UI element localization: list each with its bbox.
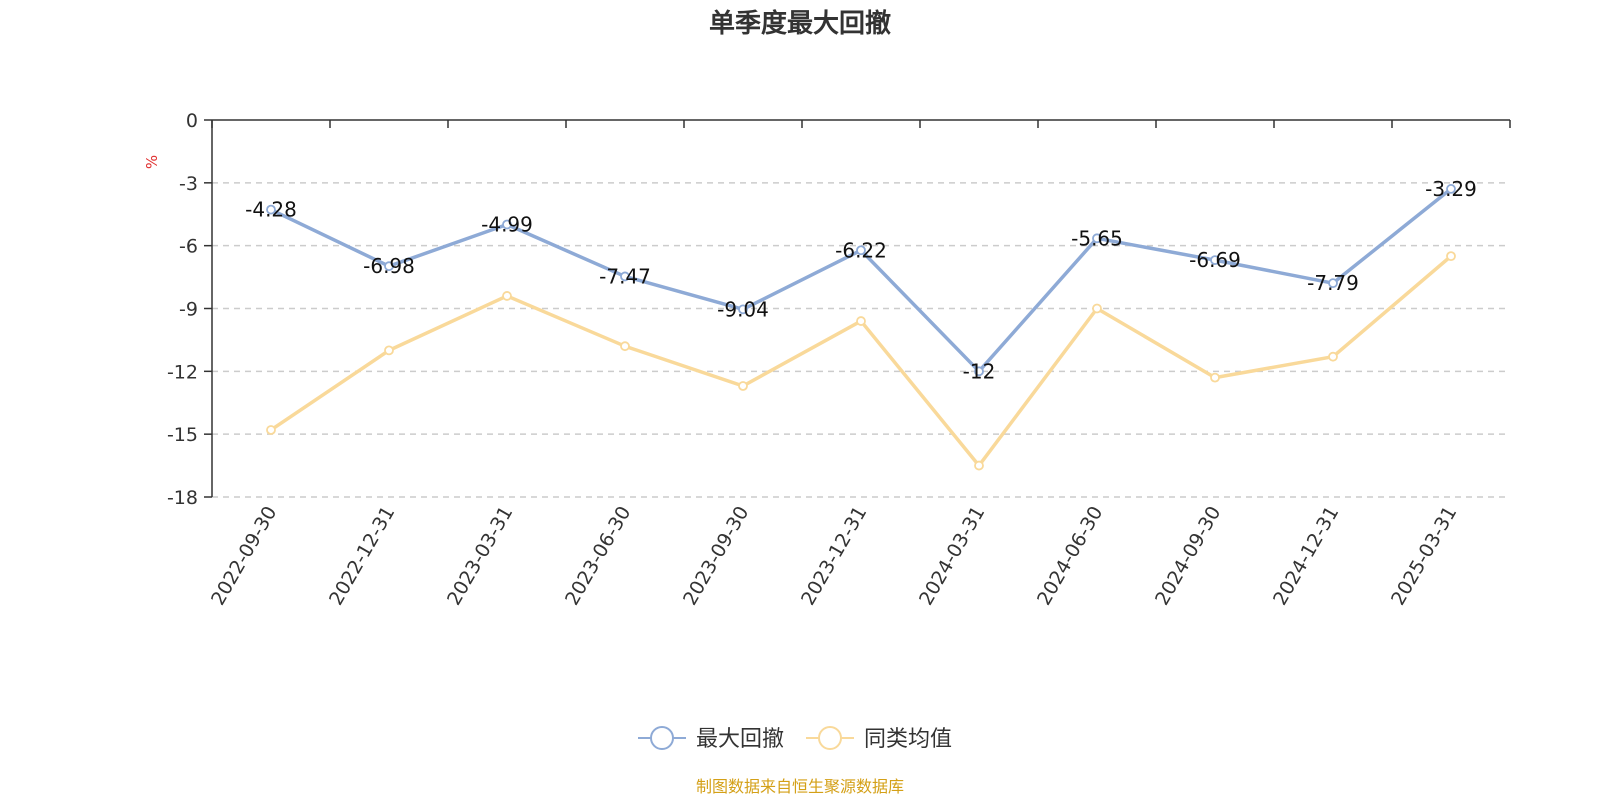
data-point [1092, 303, 1102, 314]
data-label: -4.28 [245, 198, 297, 222]
data-label: -3.29 [1425, 177, 1477, 201]
data-label: -7.79 [1307, 271, 1359, 295]
data-point [974, 366, 984, 377]
data-point [856, 245, 866, 256]
legend-label: 同类均值 [864, 727, 952, 752]
data-label: -9.04 [717, 297, 769, 321]
data-point [502, 291, 512, 301]
grid-lines [212, 182, 1510, 498]
legend[interactable]: 最大回撤 同类均值 [638, 726, 952, 752]
data-point [738, 381, 748, 391]
x-tick-label: 2025-03-31 [1387, 503, 1461, 610]
x-tick-label: 2024-03-31 [915, 503, 989, 610]
chart-title: 单季度最大回撤 [709, 8, 891, 39]
source-note: 制图数据来自恒生聚源数据库 [696, 777, 904, 796]
series-line [270, 187, 1453, 374]
data-point [384, 345, 394, 356]
data-point [1210, 372, 1220, 383]
data-point [856, 316, 866, 326]
x-tick-label: 2024-06-30 [1033, 503, 1107, 610]
data-point [502, 219, 512, 230]
y-tick-label: -6 [179, 236, 198, 258]
data-label: -6.69 [1189, 248, 1241, 272]
y-tick-label: -9 [179, 299, 198, 321]
x-tick-label: 2024-12-31 [1269, 503, 1343, 610]
legend-marker [818, 726, 842, 750]
data-label: -6.22 [835, 238, 887, 262]
data-labels: -4.28 -6.98 -4.99 -7.47 -9.04 -6.22 -12 -5.65 -6… [245, 177, 1477, 383]
data-point [266, 204, 276, 215]
x-tick-label: 2023-06-30 [561, 503, 635, 610]
x-tick-label: 2023-03-31 [443, 503, 517, 610]
data-point [1328, 278, 1338, 289]
y-tick-label: 0 [186, 110, 198, 132]
y-tick-label: -12 [167, 361, 198, 383]
legend-label: 最大回撤 [696, 727, 784, 752]
data-point [1328, 351, 1338, 362]
data-point [1092, 233, 1102, 244]
series-lines [266, 184, 1456, 471]
legend-marker [650, 726, 674, 750]
legend-item[interactable]: 最大回撤 [638, 726, 784, 752]
data-point [1446, 251, 1456, 262]
data-point [1210, 255, 1220, 266]
x-tick-label: 2022-12-31 [325, 503, 399, 610]
y-tick-label: -15 [167, 424, 198, 446]
data-point [974, 460, 984, 471]
data-point [1446, 184, 1456, 194]
data-label: -12 [963, 359, 996, 383]
legend-item[interactable]: 同类均值 [806, 726, 952, 752]
y-axis-unit-label: % [143, 155, 161, 169]
data-label: -6.98 [363, 254, 415, 278]
data-point [384, 261, 394, 272]
data-point [266, 425, 276, 435]
x-tick-label: 2023-12-31 [797, 503, 871, 610]
x-tick-label: 2023-09-30 [679, 503, 753, 610]
x-tick-label: 2022-09-30 [207, 503, 281, 610]
data-point [620, 271, 630, 282]
x-tick-label: 2024-09-30 [1151, 503, 1225, 610]
data-label: -5.65 [1071, 226, 1123, 250]
y-tick-label: -3 [179, 173, 198, 195]
data-point [620, 341, 630, 352]
y-tick-label: -18 [167, 487, 198, 509]
data-label: -4.99 [481, 213, 533, 237]
data-point [738, 304, 748, 315]
data-label: -7.47 [599, 264, 651, 288]
